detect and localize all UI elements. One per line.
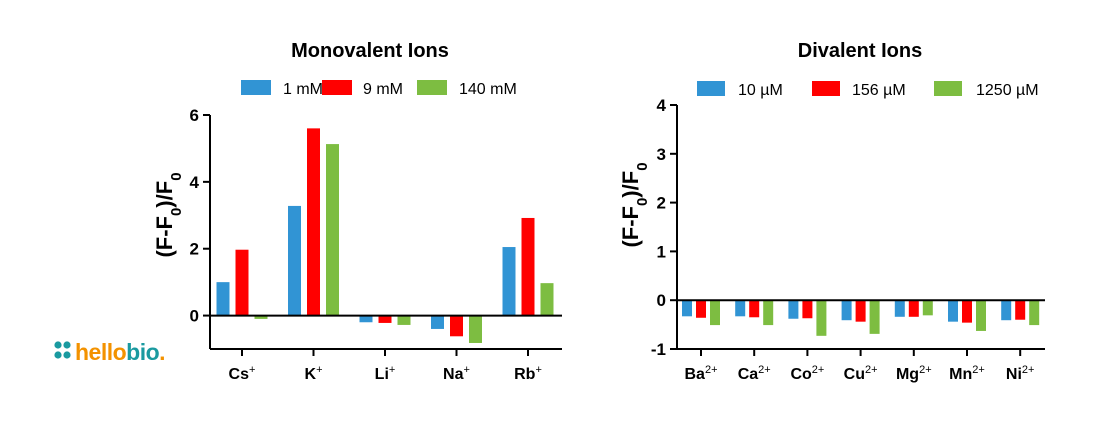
x-tick-label: Ba2+ [685, 364, 718, 383]
bar-k-2 [326, 144, 339, 316]
y-tick-label: -1 [651, 340, 666, 359]
x-tick-label: Cs+ [229, 364, 256, 383]
bar-li-2 [397, 315, 411, 325]
x-tick-label: Na+ [443, 364, 470, 383]
legend-label: 10 µM [738, 82, 783, 99]
y-axis-label: (F-F0)/F0 [152, 172, 185, 257]
bar-mn-1 [962, 300, 972, 323]
bar-mg-2 [922, 300, 933, 316]
legend-swatch [322, 80, 352, 95]
legend-label: 140 mM [459, 81, 517, 98]
logo-text-bio: bio [126, 339, 159, 365]
x-tick-label: Mg2+ [896, 364, 932, 383]
bar-ni-1 [1015, 300, 1026, 320]
y-tick-label: 4 [190, 173, 200, 192]
divalent-chart: Divalent Ions 10 µM 156 µM 1250 µM (F-F0)/F0… [618, 40, 1045, 383]
logo-text-hello: hello [75, 339, 127, 365]
bar-na-2 [469, 315, 482, 343]
bar-cs-1 [235, 249, 249, 316]
bar-li-1 [378, 315, 392, 323]
bar-cu-0 [841, 300, 852, 321]
bar-cu-1 [855, 300, 866, 322]
bar-k-1 [307, 128, 320, 316]
bar-mg-0 [894, 300, 905, 317]
chart-title: Monovalent Ions [291, 40, 449, 62]
legend-swatch [812, 81, 840, 96]
svg-text:hellobio.: hellobio. [75, 339, 165, 365]
bar-k-0 [288, 205, 301, 316]
y-tick-label: 0 [190, 307, 199, 326]
y-tick-label: 3 [657, 145, 666, 164]
legend-label: 9 mM [363, 81, 403, 98]
legend-swatch [241, 80, 271, 95]
bar-li-0 [359, 315, 373, 323]
x-tick-label: Li+ [375, 364, 396, 383]
logo-text-dot: . [159, 339, 165, 365]
bar-rb-0 [502, 247, 516, 316]
x-tick-label: Ca2+ [738, 364, 771, 383]
bar-cu-2 [869, 300, 880, 334]
x-tick-label: Ni2+ [1006, 364, 1035, 383]
bar-mg-1 [908, 300, 919, 317]
x-tick-label: Cu2+ [844, 364, 878, 383]
x-tick-label: Co2+ [790, 364, 824, 383]
bar-ba-1 [696, 300, 706, 318]
bar-ca-1 [749, 300, 760, 318]
legend-swatch [934, 81, 962, 96]
monovalent-chart: Monovalent Ions 1 mM 9 mM 140 mM (F-F0)/F0 Cs… [152, 40, 562, 383]
y-tick-label: 6 [190, 106, 199, 125]
bar-co-1 [802, 300, 813, 319]
x-tick-label: Rb+ [514, 364, 542, 383]
bar-rb-2 [540, 283, 554, 316]
legend-swatch [417, 80, 447, 95]
chart-title: Divalent Ions [798, 40, 922, 62]
y-tick-label: 1 [657, 242, 666, 261]
bar-co-0 [788, 300, 799, 319]
bar-ba-2 [710, 300, 720, 326]
bar-ca-2 [763, 300, 774, 326]
bar-ni-2 [1029, 300, 1040, 326]
y-tick-label: 4 [657, 96, 667, 115]
y-tick-label: 2 [657, 194, 666, 213]
y-tick-label: 2 [190, 240, 199, 259]
y-tick-label: 0 [657, 291, 666, 310]
bar-rb-1 [521, 217, 535, 316]
bar-cs-0 [216, 282, 230, 316]
legend-label: 1 mM [283, 81, 323, 98]
bar-ca-0 [735, 300, 746, 317]
bar-mn-2 [976, 300, 986, 331]
legend-swatch [697, 81, 725, 96]
bar-cs-2 [254, 315, 268, 319]
legend-label: 1250 µM [976, 82, 1039, 99]
x-tick-label: K+ [305, 364, 323, 383]
bar-na-0 [431, 315, 444, 329]
x-tick-label: Mn2+ [949, 364, 985, 383]
bar-mn-0 [948, 300, 958, 322]
bar-ni-0 [1001, 300, 1012, 321]
bar-co-2 [816, 300, 827, 336]
bar-ba-0 [682, 300, 692, 317]
legend-label: 156 µM [852, 82, 906, 99]
y-axis-label: (F-F0)/F0 [618, 162, 651, 247]
hellobio-logo: hellobio. [54, 339, 166, 365]
bar-na-1 [450, 315, 463, 337]
